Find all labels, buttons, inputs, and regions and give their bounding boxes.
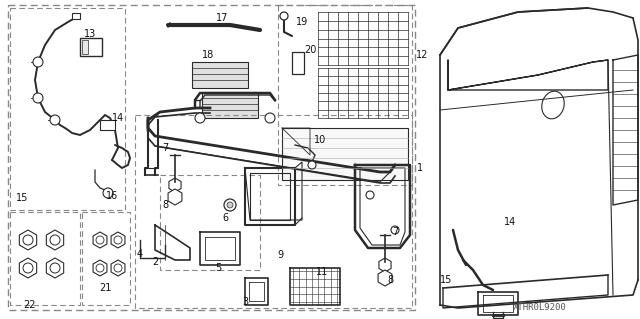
Text: 13: 13: [84, 29, 96, 39]
Circle shape: [308, 161, 316, 169]
Circle shape: [33, 57, 43, 67]
Text: 9: 9: [277, 250, 283, 260]
Circle shape: [96, 264, 104, 272]
Text: 4: 4: [137, 249, 143, 259]
Polygon shape: [448, 60, 608, 90]
Circle shape: [103, 188, 113, 198]
Text: 22: 22: [24, 300, 36, 310]
Polygon shape: [379, 258, 391, 272]
Text: 6: 6: [222, 213, 228, 223]
Text: 11: 11: [316, 267, 328, 277]
FancyBboxPatch shape: [80, 38, 102, 56]
FancyBboxPatch shape: [100, 120, 115, 130]
Text: 15: 15: [16, 193, 28, 203]
Text: 2: 2: [152, 257, 158, 267]
Circle shape: [50, 115, 60, 125]
Text: 3: 3: [242, 297, 248, 307]
Text: 14: 14: [112, 113, 124, 123]
Text: 17: 17: [216, 13, 228, 23]
Circle shape: [96, 236, 104, 244]
Text: 8: 8: [162, 200, 168, 210]
Circle shape: [227, 202, 233, 208]
Text: 16: 16: [106, 191, 118, 201]
Circle shape: [114, 236, 122, 244]
Text: 15: 15: [440, 275, 452, 285]
Text: 10: 10: [314, 135, 326, 145]
Text: 8: 8: [387, 275, 393, 285]
Polygon shape: [169, 178, 181, 192]
Circle shape: [366, 191, 374, 199]
Text: 20: 20: [304, 45, 316, 55]
Circle shape: [391, 226, 399, 234]
Polygon shape: [202, 92, 258, 118]
Circle shape: [265, 113, 275, 123]
Circle shape: [195, 113, 205, 123]
Text: 7: 7: [162, 143, 168, 153]
Text: 7: 7: [392, 227, 398, 237]
Circle shape: [50, 235, 60, 245]
Circle shape: [23, 263, 33, 273]
FancyBboxPatch shape: [82, 40, 88, 54]
Circle shape: [114, 264, 122, 272]
Text: 5: 5: [215, 263, 221, 273]
Polygon shape: [282, 128, 408, 180]
Circle shape: [33, 93, 43, 103]
Polygon shape: [378, 270, 392, 286]
Polygon shape: [168, 189, 182, 205]
Text: 1: 1: [417, 163, 423, 173]
Text: 21: 21: [99, 283, 111, 293]
Circle shape: [224, 199, 236, 211]
Text: 12: 12: [416, 50, 428, 60]
Circle shape: [23, 235, 33, 245]
FancyBboxPatch shape: [72, 13, 80, 19]
Circle shape: [280, 12, 288, 20]
Text: 19: 19: [296, 17, 308, 27]
Text: 18: 18: [202, 50, 214, 60]
Text: 14: 14: [504, 217, 516, 227]
Polygon shape: [192, 62, 248, 88]
Text: XTHR0L9200: XTHR0L9200: [513, 303, 567, 313]
FancyBboxPatch shape: [292, 52, 304, 74]
Circle shape: [50, 263, 60, 273]
